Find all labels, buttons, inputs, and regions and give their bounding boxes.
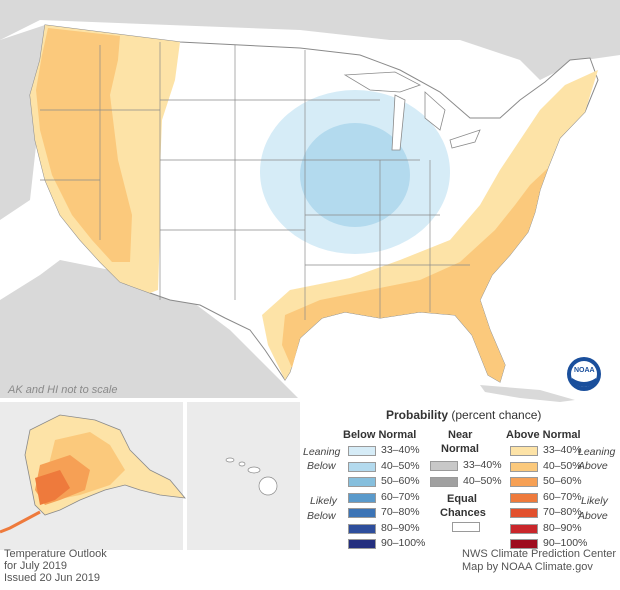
above-normal-header: Above Normal xyxy=(506,429,581,441)
lake-superior xyxy=(343,71,422,93)
below-swatch-5 xyxy=(348,523,376,534)
mexico-land xyxy=(0,260,300,400)
legend-title: Probability (percent chance) xyxy=(386,408,541,422)
above-label-1: 40–50% xyxy=(543,459,582,472)
alaska-60-70 xyxy=(35,470,70,505)
below-swatch-6 xyxy=(348,539,376,549)
leaning-below-1: Leaning xyxy=(303,446,341,458)
near-label-1: 40–50% xyxy=(463,474,502,487)
above-label-6: 90–100% xyxy=(543,537,588,549)
equal-chances-swatch xyxy=(452,522,480,532)
above-swatch-3 xyxy=(510,492,538,503)
noaa-logo-text: NOAA xyxy=(574,367,595,374)
below-swatch-0 xyxy=(348,446,376,456)
footer-left-3: Issued 20 Jun 2019 xyxy=(4,572,101,584)
above-swatch-5 xyxy=(510,523,538,534)
baja-land xyxy=(55,265,120,395)
below-label-5: 80–90% xyxy=(381,521,420,534)
above-swatch-6 xyxy=(510,539,538,549)
above-label-4: 70–80% xyxy=(543,506,582,518)
near-label-0: 33–40% xyxy=(463,459,502,471)
footer-right-1: NWS Climate Prediction Center xyxy=(462,548,617,560)
below-swatch-3 xyxy=(348,492,376,503)
below-swatch-1 xyxy=(348,461,376,472)
likely-above-1: Likely xyxy=(581,495,608,507)
likely-below-1: Likely xyxy=(310,495,337,507)
below-label-4: 70–80% xyxy=(381,506,420,518)
likely-below-2: Below xyxy=(307,510,336,522)
state-borders xyxy=(40,42,470,320)
leaning-above-2: Above xyxy=(578,460,608,472)
leaning-above-1: Leaning xyxy=(578,446,616,458)
canada-land xyxy=(0,0,620,80)
above-label-3: 60–70% xyxy=(543,490,582,503)
below-label-2: 50–60% xyxy=(381,475,420,487)
footer-left-1: Temperature Outlook xyxy=(4,548,107,560)
above-swatch-1 xyxy=(510,461,538,472)
below-40-50 xyxy=(300,123,410,227)
lake-huron xyxy=(424,91,446,131)
above-east-40-50 xyxy=(282,168,548,382)
near-swatch-1 xyxy=(430,476,458,487)
footer-right-2: Map by NOAA Climate.gov xyxy=(462,561,593,573)
below-label-6: 90–100% xyxy=(381,537,426,549)
above-west-40-50 xyxy=(36,28,132,262)
near-normal-header-2: Normal xyxy=(441,443,479,455)
near-swatch-0 xyxy=(430,461,458,471)
above-label-2: 50–60% xyxy=(543,475,582,487)
scale-note: AK and HI not to scale xyxy=(8,384,118,396)
leaning-below-2: Below xyxy=(307,460,336,472)
equal-chances-2: Chances xyxy=(440,507,486,519)
above-label-0: 33–40% xyxy=(543,444,582,456)
aleutians xyxy=(0,510,41,534)
cuba-land xyxy=(480,385,575,402)
hawaii-islands xyxy=(225,457,278,496)
canada-west-edge xyxy=(0,25,45,220)
below-label-3: 60–70% xyxy=(381,490,420,503)
lake-michigan xyxy=(391,94,406,151)
above-swatch-0 xyxy=(510,446,538,456)
equal-chances-1: Equal xyxy=(447,493,477,505)
lake-erie xyxy=(449,129,481,149)
below-label-0: 33–40% xyxy=(381,444,420,456)
footer-left-2: for July 2019 xyxy=(4,560,67,572)
above-label-5: 80–90% xyxy=(543,521,582,534)
below-swatch-2 xyxy=(348,477,376,487)
likely-above-2: Above xyxy=(578,510,608,522)
above-swatch-2 xyxy=(510,477,538,487)
below-label-1: 40–50% xyxy=(381,459,420,472)
legend-title-bold: Probability xyxy=(386,408,449,422)
near-normal-header-1: Near xyxy=(448,429,473,441)
legend-title-rest: (percent chance) xyxy=(448,408,542,422)
below-normal-header: Below Normal xyxy=(343,429,417,441)
above-swatch-4 xyxy=(510,508,538,518)
below-swatch-4 xyxy=(348,508,376,518)
